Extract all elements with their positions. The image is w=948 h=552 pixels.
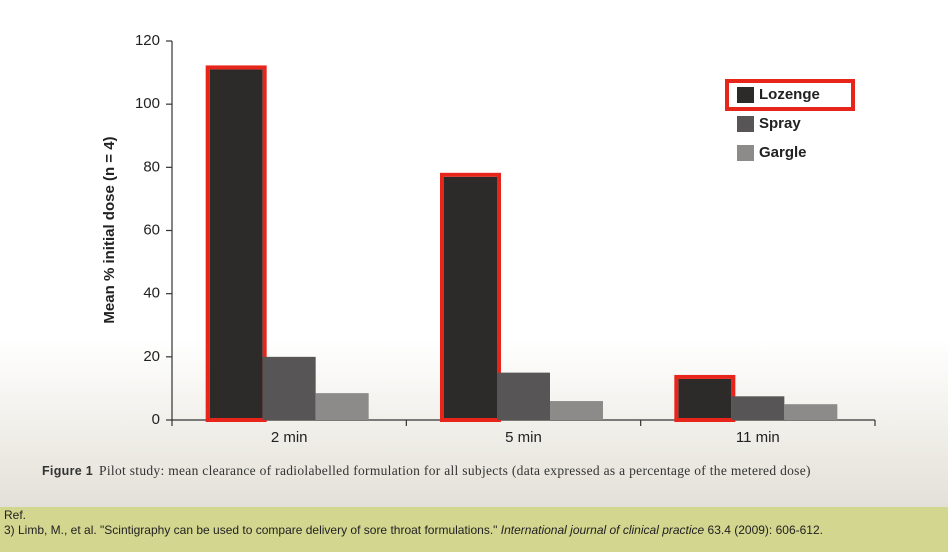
bar xyxy=(315,393,369,420)
legend-label: Spray xyxy=(759,115,801,132)
citation-details: 63.4 (2009): 606-612. xyxy=(704,523,823,537)
bar xyxy=(262,356,316,420)
reference: Ref. 3) Limb, M., et al. "Scintigraphy c… xyxy=(0,507,948,552)
y-tick-label: 60 xyxy=(143,221,160,238)
legend-highlight xyxy=(725,79,855,111)
chart: Mean % initial dose (n = 4) 0 20 40 60 80 100… xyxy=(101,32,876,446)
y-tick-label: 0 xyxy=(152,411,160,428)
legend-swatch xyxy=(737,145,754,161)
y-tick-label: 40 xyxy=(143,285,160,302)
bar xyxy=(444,176,497,420)
legend-label: Gargle xyxy=(759,144,807,161)
x-tick-label: 2 min xyxy=(271,429,308,446)
bar xyxy=(678,378,732,420)
caption: Figure 1 Pilot study: mean clearance of r… xyxy=(42,460,922,482)
legend-label: Lozenge xyxy=(759,86,820,103)
y-axis-label: Mean % initial dose (n = 4) xyxy=(101,136,118,323)
legend-swatch xyxy=(737,87,754,103)
x-tick-label: 11 min xyxy=(736,429,780,446)
y-tick-label: 100 xyxy=(135,95,160,112)
highlight-box xyxy=(440,172,501,422)
y-tick-label: 20 xyxy=(143,348,160,365)
reference-line: 3) Limb, M., et al. "Scintigraphy can be… xyxy=(4,523,948,538)
bar xyxy=(784,404,838,420)
bar xyxy=(497,372,550,420)
journal: International journal of clinical practi… xyxy=(500,523,705,537)
bar xyxy=(209,69,263,421)
y-tick-label: 80 xyxy=(143,158,160,175)
x-tick-label: 5 min xyxy=(505,429,542,446)
highlight-box xyxy=(205,65,267,423)
bar xyxy=(731,396,785,420)
citation: 3) Limb, M., et al. "Scintigraphy can be… xyxy=(4,523,501,537)
reference-heading: Ref. xyxy=(4,508,27,522)
legend-swatch xyxy=(737,116,754,132)
bar xyxy=(550,401,603,420)
caption-label: Figure 1 xyxy=(42,464,94,478)
caption-text: Pilot study: mean clearance of radiolabe… xyxy=(99,463,811,478)
y-tick-label: 120 xyxy=(135,32,160,49)
